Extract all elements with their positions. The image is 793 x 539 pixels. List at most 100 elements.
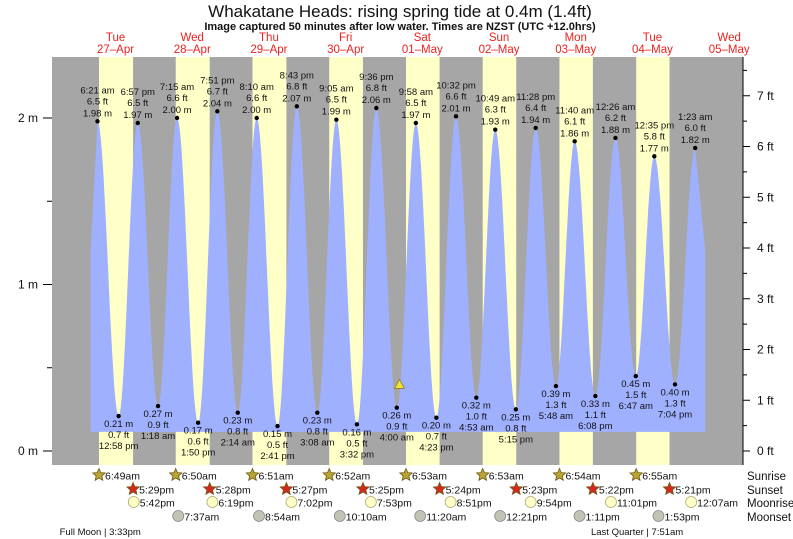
sunset-time: 5:27pm bbox=[292, 485, 327, 497]
sunset-icon bbox=[355, 481, 371, 496]
sunrise-icon bbox=[91, 467, 107, 482]
high-tide-label: 8:10 am bbox=[240, 82, 274, 93]
low-tide-label: 0.15 m bbox=[263, 429, 292, 440]
moonset-icon bbox=[494, 510, 507, 522]
low-tide-label: 4:00 am bbox=[380, 433, 414, 444]
low-tide-point bbox=[195, 420, 201, 425]
high-tide-label: 1.77 m bbox=[640, 143, 669, 154]
high-tide-label: 12:35 pm bbox=[635, 120, 675, 131]
high-tide-label: 6.3 ft bbox=[485, 105, 506, 116]
low-tide-label: 0.25 m bbox=[501, 412, 530, 423]
tide-area bbox=[90, 106, 706, 432]
low-tide-label: 0.7 ft bbox=[426, 432, 447, 443]
sunrise-time: 6:49am bbox=[105, 471, 140, 483]
low-tide-label: 0.23 m bbox=[223, 416, 252, 427]
high-tide-label: 1.97 m bbox=[123, 110, 152, 121]
moonrise-time: 6:19pm bbox=[218, 498, 253, 510]
sunrise-time: 6:51am bbox=[258, 471, 293, 483]
high-tide-label: 1.93 m bbox=[481, 117, 510, 128]
moonrise-time: 7:02pm bbox=[297, 498, 332, 510]
day-date: 29–Apr bbox=[250, 44, 287, 56]
high-tide-label: 6.0 ft bbox=[685, 123, 706, 134]
moonrise-icon bbox=[605, 496, 617, 508]
low-tide-label: 5:15 pm bbox=[499, 434, 533, 445]
moonrise-icon bbox=[524, 496, 537, 508]
day-name: Sun bbox=[489, 32, 509, 44]
high-tide-label: 12:26 am bbox=[596, 102, 636, 113]
low-tide-point bbox=[434, 415, 439, 420]
high-tide-label: 1.82 m bbox=[681, 135, 710, 146]
sunset-icon bbox=[662, 481, 677, 496]
chart-subtitle: Image captured 50 minutes after low wate… bbox=[204, 21, 596, 33]
row-label-moonrise: Moonrise bbox=[747, 498, 793, 510]
moonrise-icon bbox=[206, 496, 219, 508]
high-tide-label: 11:40 am bbox=[555, 105, 594, 116]
day-date: 03–May bbox=[555, 44, 596, 56]
low-tide-label: 0.8 ft bbox=[505, 423, 526, 434]
low-tide-label: 4:23 pm bbox=[419, 443, 453, 454]
high-tide-label: 7:15 am bbox=[160, 82, 194, 93]
high-tide-label: 6.5 ft bbox=[127, 98, 148, 109]
sunrise-icon bbox=[552, 467, 567, 482]
low-tide-point bbox=[474, 395, 479, 400]
low-tide-point bbox=[553, 383, 559, 389]
high-tide-point bbox=[135, 120, 140, 126]
high-tide-label: 6.2 ft bbox=[605, 113, 626, 124]
high-tide-label: 6.6 ft bbox=[246, 93, 267, 104]
day-name: Tue bbox=[643, 32, 662, 44]
high-tide-point bbox=[413, 120, 419, 126]
sunset-icon bbox=[279, 481, 294, 496]
low-tide-label: 0.5 ft bbox=[267, 440, 288, 451]
low-tide-label: 0.27 m bbox=[144, 409, 173, 420]
sunrise-icon bbox=[398, 467, 414, 482]
low-tide-label: 1.1 ft bbox=[585, 410, 606, 421]
high-tide-label: 10:32 pm bbox=[436, 80, 476, 91]
low-tide-point bbox=[394, 405, 399, 410]
high-tide-label: 6:21 am bbox=[80, 85, 114, 96]
low-tide-label: 2:14 am bbox=[221, 438, 255, 449]
low-tide-label: 3:32 pm bbox=[340, 449, 374, 460]
right-axis-label: 5 ft bbox=[757, 190, 774, 204]
sunset-icon bbox=[202, 481, 217, 496]
moonrise-icon bbox=[685, 496, 698, 508]
low-tide-point bbox=[672, 382, 678, 387]
sunrise-time: 6:55am bbox=[642, 471, 677, 483]
low-tide-label: 0.32 m bbox=[462, 401, 491, 412]
sunset-time: 5:25pm bbox=[369, 485, 404, 497]
low-tide-label: 0.9 ft bbox=[386, 422, 407, 433]
low-tide-label: 0.9 ft bbox=[147, 420, 168, 431]
low-tide-label: 0.8 ft bbox=[307, 427, 328, 438]
right-axis-label: 6 ft bbox=[757, 140, 774, 154]
moonset-time: 12:21pm bbox=[506, 512, 547, 524]
day-date: 04–May bbox=[632, 44, 673, 56]
high-tide-point bbox=[294, 104, 300, 109]
low-tide-label: 0.5 ft bbox=[346, 438, 367, 449]
day-date: 02–May bbox=[479, 44, 520, 56]
high-tide-point bbox=[254, 115, 259, 121]
low-tide-label: 0.16 m bbox=[342, 427, 371, 438]
moonrise-time: 11:01pm bbox=[617, 498, 657, 510]
day-date: 05–May bbox=[709, 44, 750, 56]
sunrise-time: 6:53am bbox=[489, 471, 524, 483]
day-date: 27–Apr bbox=[97, 44, 134, 56]
day-labels: Tue27–AprWed28–AprThu29–AprFri30–AprSat0… bbox=[97, 32, 750, 56]
left-axis-label: 0 m bbox=[18, 444, 38, 458]
low-tide-point bbox=[116, 413, 121, 419]
right-axis-label: 7 ft bbox=[757, 89, 774, 103]
sunset-time: 5:29pm bbox=[139, 485, 174, 497]
high-tide-point bbox=[215, 109, 220, 114]
day-name: Tue bbox=[106, 32, 125, 44]
low-tide-label: 7:04 pm bbox=[658, 409, 692, 420]
row-label-sunset: Sunset bbox=[747, 485, 784, 497]
high-tide-point bbox=[174, 115, 180, 121]
moonrise-time: 5:42pm bbox=[140, 498, 175, 510]
moonset-time: 1:11pm bbox=[586, 512, 620, 524]
low-tide-label: 0.26 m bbox=[382, 411, 411, 422]
high-tide-point bbox=[693, 145, 698, 151]
day-date: 01–May bbox=[402, 44, 443, 56]
sunset-icon bbox=[585, 481, 601, 496]
high-tide-label: 7:51 pm bbox=[200, 75, 234, 86]
low-tide-label: 0.45 m bbox=[621, 379, 650, 390]
